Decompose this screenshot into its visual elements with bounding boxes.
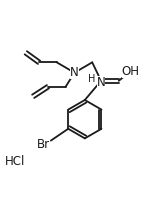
Text: N: N (70, 66, 79, 79)
Text: HCl: HCl (5, 155, 26, 168)
Text: H: H (88, 74, 95, 84)
Text: N: N (97, 76, 105, 89)
Text: Br: Br (37, 138, 50, 151)
Text: OH: OH (122, 65, 140, 78)
